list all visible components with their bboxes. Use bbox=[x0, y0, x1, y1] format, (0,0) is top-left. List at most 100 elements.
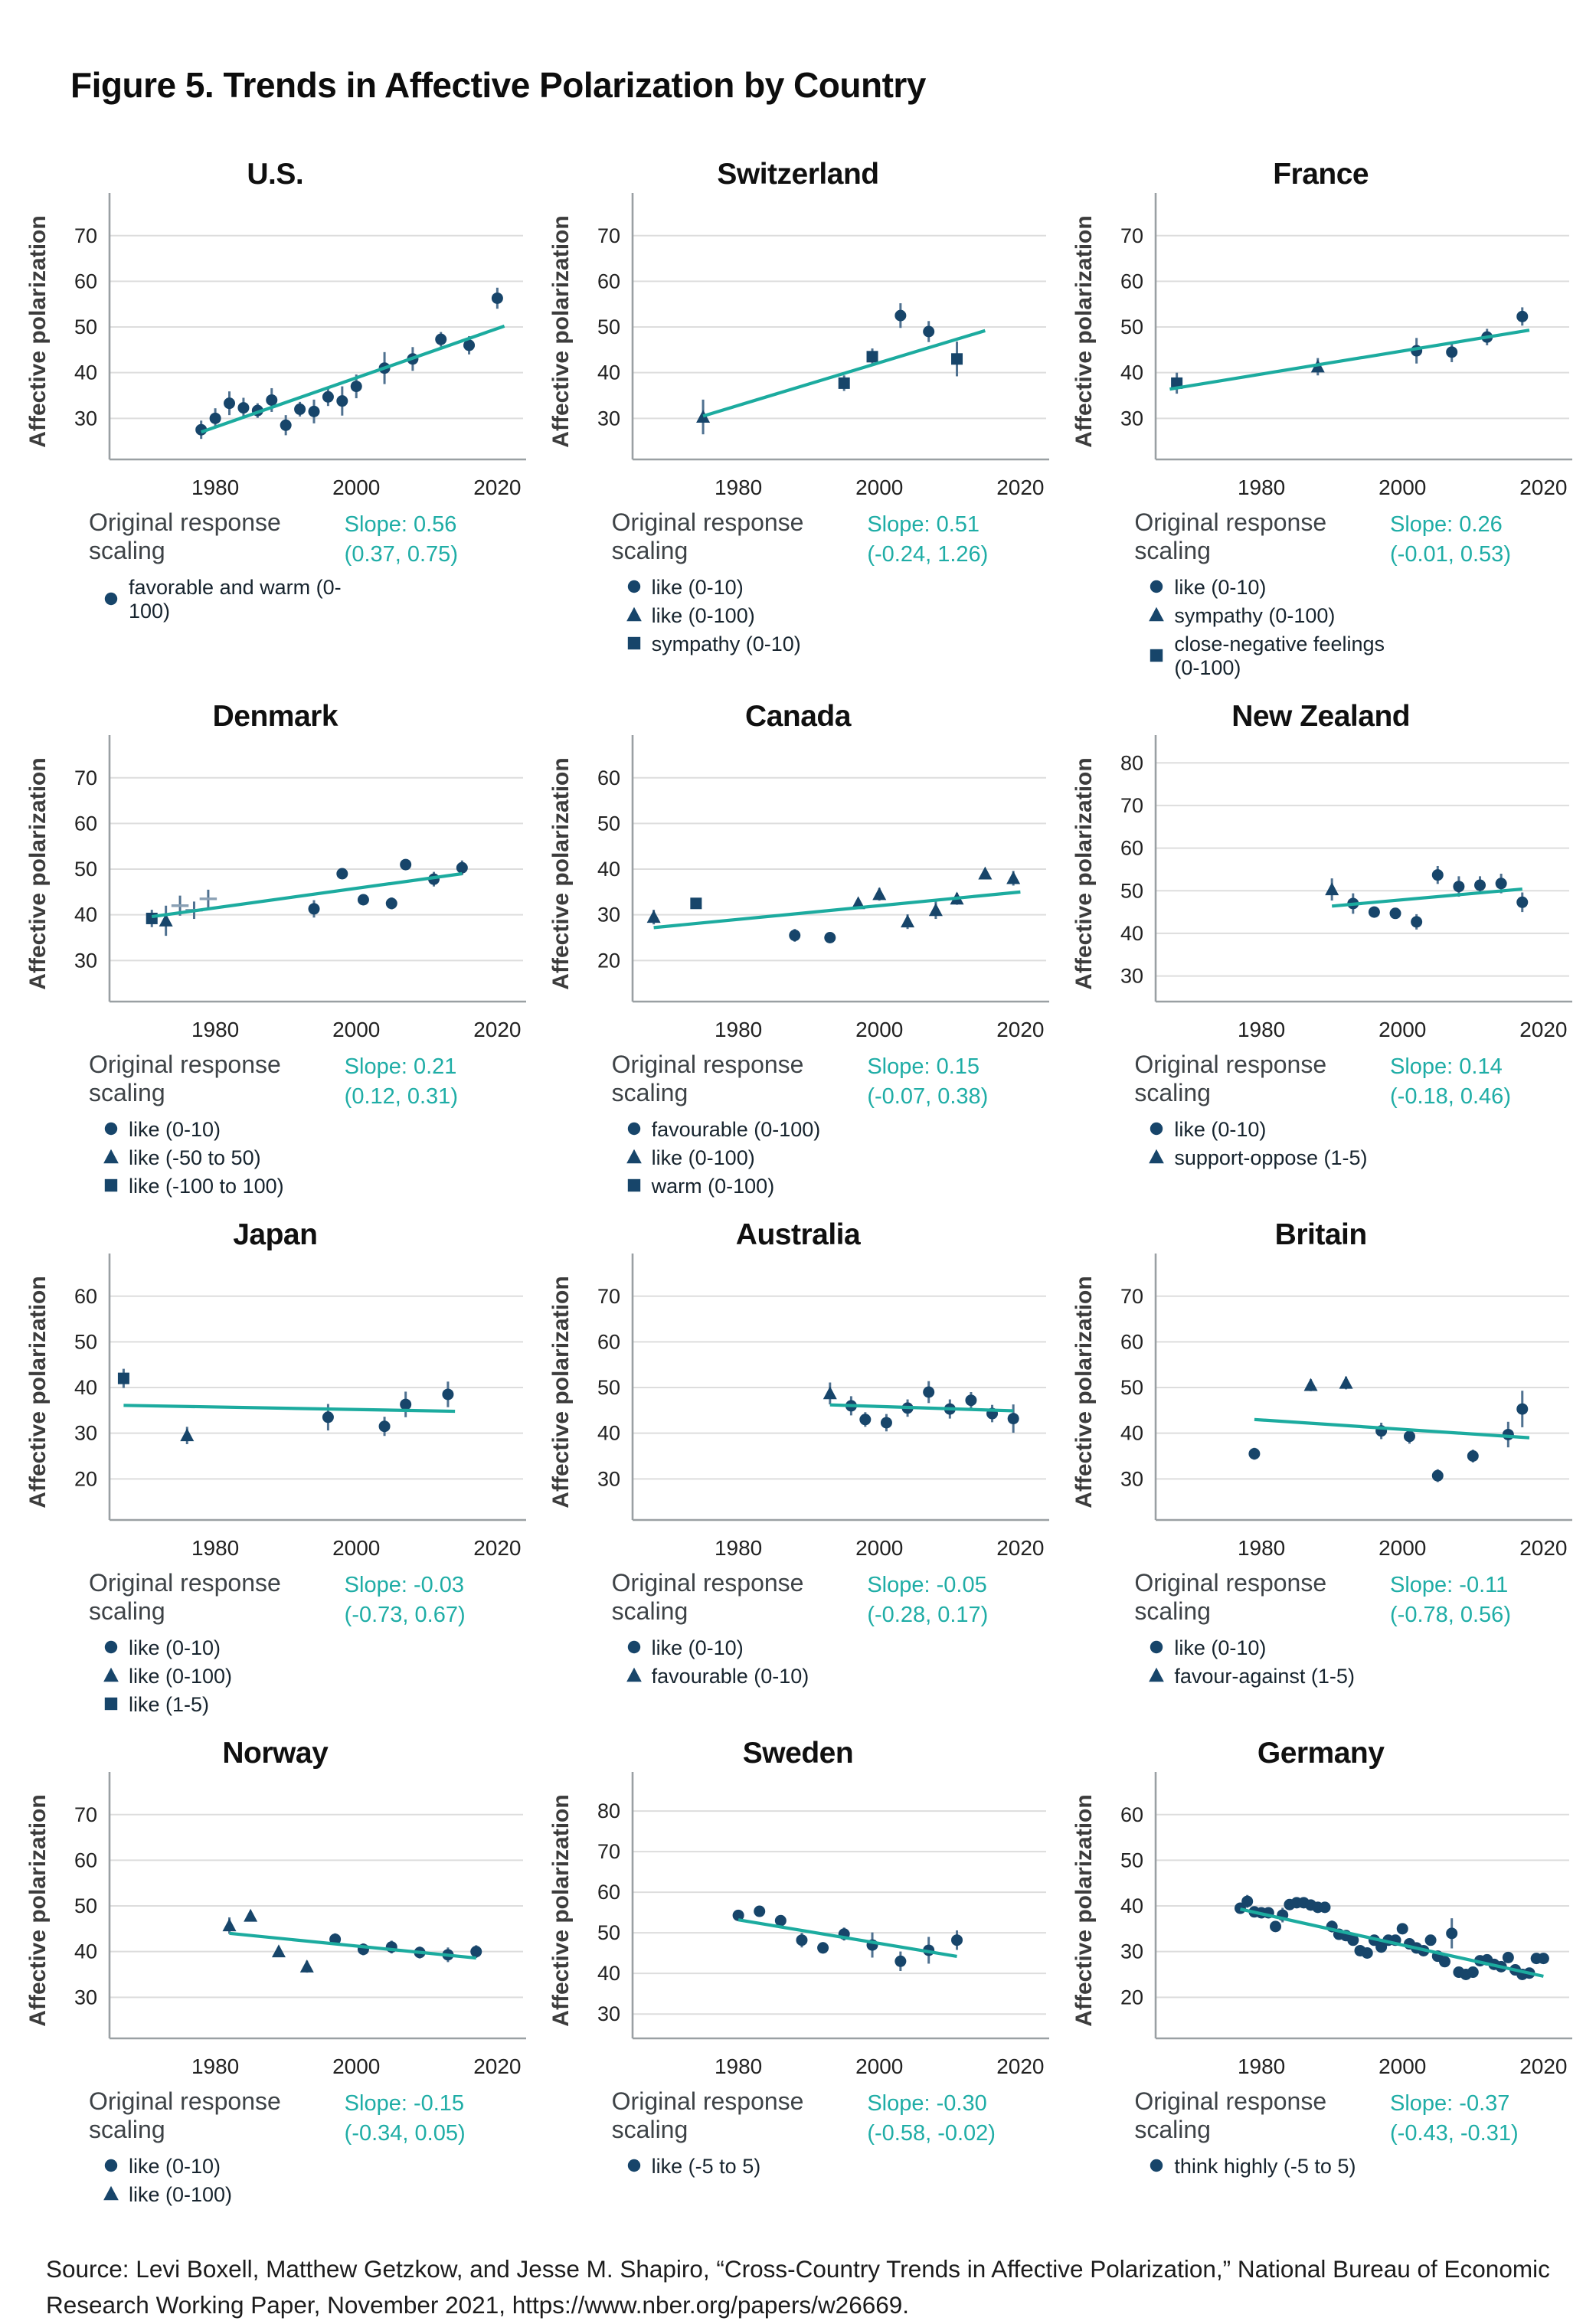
circle-marker bbox=[322, 391, 335, 403]
y-axis-label: Affective polarization bbox=[548, 1276, 574, 1508]
y-tick-label: 70 bbox=[1120, 794, 1143, 817]
circle-marker bbox=[1375, 1941, 1387, 1953]
country-title-new-zealand: New Zealand bbox=[1231, 700, 1411, 733]
triangle-marker-icon bbox=[626, 606, 643, 626]
triangle-marker bbox=[244, 1908, 258, 1922]
legend-item: like (0-100) bbox=[626, 1146, 868, 1170]
legend-item: like (1-5) bbox=[103, 1693, 345, 1717]
circle-marker bbox=[308, 405, 320, 417]
circle-marker-icon bbox=[626, 1120, 643, 1140]
legend-item-label: favourable (0-10) bbox=[651, 1665, 809, 1688]
chart-cell-denmark: Denmark 30 40 50 60 70 1980 2000 2020 Affective p… bbox=[14, 685, 537, 1203]
circle-marker bbox=[224, 397, 236, 410]
source-citation: Source: Levi Boxell, Matthew Getzkow, an… bbox=[46, 2255, 1550, 2319]
y-axis-label: Affective polarization bbox=[1071, 215, 1097, 447]
slope-annotation: Slope: 0.14 (-0.18, 0.46) bbox=[1390, 1052, 1581, 1112]
square-marker bbox=[690, 897, 702, 910]
y-tick-label: 60 bbox=[597, 1881, 620, 1904]
square-marker bbox=[104, 1178, 118, 1192]
legend-item: like (-100 to 100) bbox=[103, 1175, 345, 1198]
circle-marker bbox=[1269, 1920, 1281, 1933]
legend-item-label: like (1-5) bbox=[129, 1693, 210, 1716]
circle-marker-icon bbox=[103, 590, 119, 610]
x-tick-label: 1980 bbox=[1238, 1018, 1285, 1041]
x-tick-label: 1980 bbox=[715, 2054, 762, 2078]
triangle-marker-icon bbox=[103, 1666, 119, 1687]
y-tick-label: 30 bbox=[74, 949, 97, 972]
legend-item-label: support-oppose (1-5) bbox=[1174, 1146, 1368, 1169]
circle-marker bbox=[336, 868, 348, 880]
y-tick-label: 20 bbox=[597, 949, 620, 972]
legend-row-norway: Original response scaling like (0-10) like… bbox=[89, 2087, 535, 2211]
chart-cell-us: U.S. 30 40 50 60 70 1980 2000 2020 Affective pola… bbox=[14, 142, 537, 685]
circle-marker bbox=[1453, 881, 1465, 893]
legend-item: like (0-10) bbox=[103, 2155, 345, 2179]
triangle-marker-icon bbox=[103, 1148, 119, 1169]
trend-line bbox=[123, 1404, 456, 1414]
circle-marker bbox=[1473, 879, 1486, 891]
y-tick-label: 50 bbox=[74, 1330, 97, 1353]
trend-line bbox=[737, 1918, 957, 1958]
triangle-marker bbox=[103, 2185, 119, 2201]
slope-value: Slope: -0.30 bbox=[867, 2091, 987, 2116]
circle-marker bbox=[400, 858, 412, 871]
y-tick-label: 40 bbox=[1120, 1894, 1143, 1917]
legend-item-label: like (0-100) bbox=[651, 604, 755, 627]
square-marker-icon bbox=[103, 1176, 119, 1197]
x-tick-label: 1980 bbox=[715, 1018, 762, 1041]
x-tick-label: 2000 bbox=[332, 2054, 380, 2078]
chart-canvas-norway: 30 40 50 60 70 1980 2000 2020 Affective polariza… bbox=[25, 1772, 527, 2078]
slope-annotation: Slope: 0.26 (-0.01, 0.53) bbox=[1390, 510, 1581, 570]
legend-row-new-zealand: Original response scaling like (0-10) supp… bbox=[1134, 1051, 1581, 1175]
circle-marker bbox=[796, 1934, 808, 1946]
legend-heading: Original response scaling bbox=[89, 2087, 281, 2143]
triangle-marker bbox=[103, 1149, 119, 1164]
square-marker bbox=[1150, 649, 1163, 662]
circle-marker bbox=[1368, 906, 1380, 918]
circle-marker bbox=[923, 325, 935, 338]
chart-cell-new-zealand: New Zealand 30 40 50 60 70 80 1980 2000 2020 Affec… bbox=[1059, 685, 1582, 1203]
country-title-britain: Britain bbox=[1274, 1218, 1368, 1251]
slope-confidence-interval: (-0.58, -0.02) bbox=[867, 2121, 996, 2146]
legend-item-label: like (0-10) bbox=[1174, 1636, 1267, 1659]
square-marker bbox=[838, 377, 850, 389]
legend-item-label: like (-100 to 100) bbox=[129, 1175, 284, 1198]
circle-marker bbox=[104, 2159, 118, 2172]
chart-canvas-canada: 20 30 40 50 60 1980 2000 2020 Affective polariza… bbox=[548, 735, 1049, 1041]
country-title-australia: Australia bbox=[735, 1218, 861, 1251]
y-axis-label: Affective polarization bbox=[548, 757, 574, 989]
slope-value: Slope: 0.51 bbox=[867, 512, 980, 537]
x-tick-label: 2020 bbox=[1519, 1018, 1567, 1041]
circle-marker bbox=[336, 395, 348, 407]
y-tick-label: 60 bbox=[74, 1848, 97, 1871]
circle-marker-icon bbox=[103, 2156, 119, 2177]
legend-item-label: like (0-10) bbox=[1174, 576, 1267, 599]
x-tick-label: 1980 bbox=[715, 476, 762, 499]
legend-item: like (0-10) bbox=[1148, 576, 1390, 600]
circle-marker bbox=[1431, 869, 1444, 881]
circle-marker bbox=[442, 1388, 454, 1401]
circle-marker-icon bbox=[1148, 577, 1165, 598]
trend-line bbox=[201, 324, 505, 434]
square-marker bbox=[146, 912, 159, 924]
country-title-switzerland: Switzerland bbox=[717, 158, 879, 191]
circle-marker bbox=[1438, 1956, 1450, 1968]
legend-item-label: like (0-100) bbox=[129, 2183, 233, 2206]
y-tick-label: 60 bbox=[597, 766, 620, 789]
x-tick-label: 2000 bbox=[855, 476, 903, 499]
legend-heading: Original response scaling bbox=[1134, 1569, 1327, 1625]
legend-item: like (0-100) bbox=[103, 2183, 345, 2207]
circle-marker-icon bbox=[1148, 1638, 1165, 1659]
circle-marker bbox=[627, 1122, 640, 1136]
circle-marker bbox=[627, 1640, 640, 1654]
legend-item: sympathy (0-10) bbox=[626, 632, 868, 656]
circle-marker bbox=[1516, 310, 1528, 322]
legend-item-label: warm (0-100) bbox=[651, 1175, 775, 1198]
y-tick-label: 60 bbox=[74, 1285, 97, 1308]
trend-line bbox=[152, 871, 463, 919]
legend-heading: Original response scaling bbox=[611, 508, 804, 564]
legend-item: like (-5 to 5) bbox=[626, 2155, 868, 2179]
country-title-norway: Norway bbox=[222, 1737, 329, 1770]
chart-cell-canada: Canada 20 30 40 50 60 1980 2000 2020 Affective po… bbox=[537, 685, 1060, 1203]
y-tick-label: 60 bbox=[597, 270, 620, 293]
